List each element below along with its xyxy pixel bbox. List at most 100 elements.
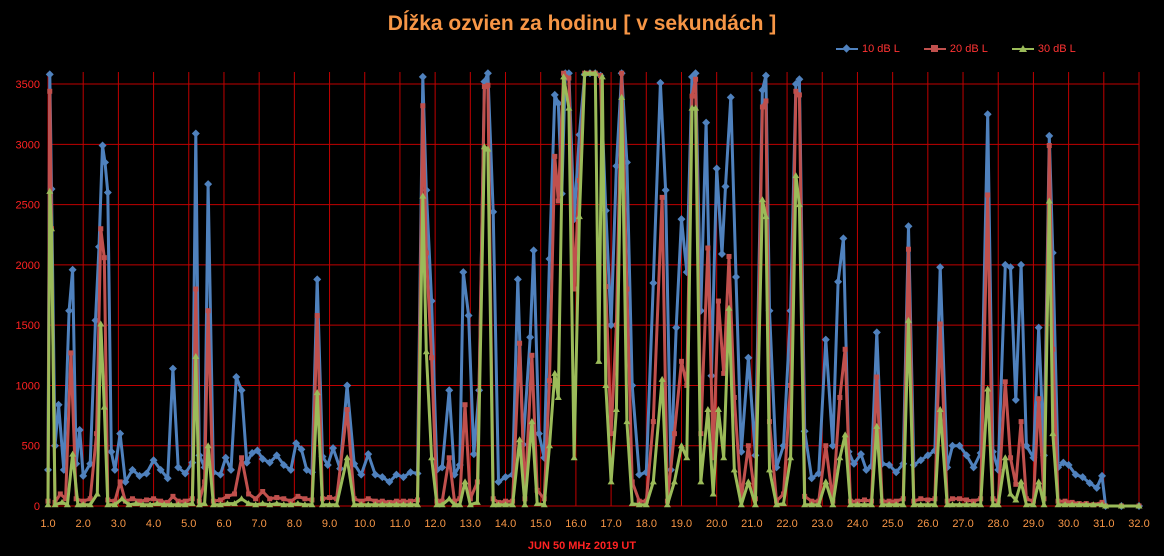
- x-tick-label: 7.0: [252, 518, 267, 530]
- data-point: [399, 473, 408, 482]
- data-point: [964, 497, 970, 503]
- data-point: [516, 436, 524, 443]
- data-point: [51, 501, 59, 508]
- data-point: [591, 69, 599, 76]
- data-point: [808, 501, 816, 508]
- data-point: [158, 498, 164, 504]
- x-tick-label: 11.0: [390, 518, 411, 530]
- data-point: [79, 501, 87, 508]
- data-point: [246, 491, 252, 497]
- data-point: [450, 501, 458, 508]
- data-point: [677, 442, 685, 449]
- data-point: [744, 478, 752, 485]
- data-point: [462, 402, 468, 408]
- data-point: [868, 501, 876, 508]
- data-point: [624, 286, 630, 292]
- data-point: [963, 501, 971, 508]
- data-point: [327, 495, 333, 501]
- data-point: [849, 459, 858, 468]
- data-point: [862, 465, 871, 474]
- data-point: [762, 213, 770, 220]
- data-point: [301, 501, 309, 508]
- data-point: [853, 501, 861, 508]
- data-point: [1062, 498, 1068, 504]
- data-point: [456, 501, 464, 508]
- data-point: [100, 403, 108, 410]
- data-point: [566, 75, 572, 81]
- data-point: [489, 207, 498, 216]
- data-point: [1085, 479, 1094, 488]
- data-point: [371, 501, 379, 508]
- data-point: [464, 311, 473, 320]
- data-point: [343, 454, 351, 461]
- data-point: [1002, 379, 1008, 385]
- data-point: [807, 474, 816, 483]
- data-point: [561, 70, 567, 76]
- data-point: [205, 308, 211, 314]
- data-point: [79, 471, 88, 480]
- data-point: [494, 477, 503, 486]
- data-point: [612, 406, 620, 413]
- data-point: [792, 172, 800, 179]
- data-point: [874, 374, 880, 380]
- data-point: [292, 439, 301, 448]
- data-point: [343, 381, 352, 390]
- data-point: [175, 498, 181, 504]
- data-point: [117, 479, 123, 485]
- data-point: [977, 501, 985, 508]
- data-point: [65, 306, 74, 315]
- data-point: [725, 304, 733, 311]
- data-point: [333, 501, 341, 508]
- data-point: [659, 194, 665, 200]
- x-tick-label: 30.0: [1058, 518, 1079, 530]
- data-point: [1045, 131, 1054, 140]
- data-point: [420, 103, 426, 109]
- data-point: [1075, 501, 1083, 508]
- data-point: [1001, 454, 1009, 461]
- data-point: [717, 250, 726, 259]
- data-point: [607, 478, 615, 485]
- data-point: [253, 496, 259, 502]
- data-point: [801, 501, 809, 508]
- data-point: [1092, 483, 1101, 492]
- legend-swatch: [923, 44, 946, 54]
- data-point: [529, 352, 535, 358]
- data-point: [658, 375, 666, 382]
- data-point: [74, 501, 82, 508]
- x-tick-label: 17.0: [600, 518, 621, 530]
- data-point: [737, 501, 745, 508]
- legend-label: 30 dB L: [1037, 43, 1076, 55]
- data-point: [540, 501, 548, 508]
- data-point: [445, 386, 454, 395]
- data-point: [955, 441, 964, 450]
- data-point: [860, 501, 868, 508]
- data-point: [948, 441, 957, 450]
- data-point: [429, 355, 435, 361]
- data-point: [80, 498, 86, 504]
- data-point: [656, 78, 665, 87]
- data-point: [937, 321, 943, 327]
- x-tick-label: 29.0: [1023, 518, 1044, 530]
- data-point: [418, 72, 427, 81]
- data-point: [923, 451, 932, 460]
- x-tick-label: 27.0: [952, 518, 973, 530]
- data-point: [1007, 490, 1015, 497]
- data-point: [182, 498, 188, 504]
- data-point: [936, 263, 945, 272]
- x-tick-label: 21.0: [741, 518, 762, 530]
- data-point: [267, 496, 273, 502]
- series-line-2: [46, 71, 1139, 508]
- data-point: [466, 501, 474, 508]
- data-point: [1040, 501, 1048, 508]
- data-point: [399, 501, 407, 508]
- data-point: [265, 458, 274, 467]
- x-tick-label: 24.0: [847, 518, 868, 530]
- data-point: [885, 501, 893, 508]
- data-point: [809, 498, 815, 504]
- data-point: [670, 478, 678, 485]
- data-point: [149, 456, 158, 465]
- data-point: [181, 469, 190, 478]
- data-point: [57, 491, 63, 497]
- data-point: [581, 69, 589, 76]
- data-point: [636, 498, 642, 504]
